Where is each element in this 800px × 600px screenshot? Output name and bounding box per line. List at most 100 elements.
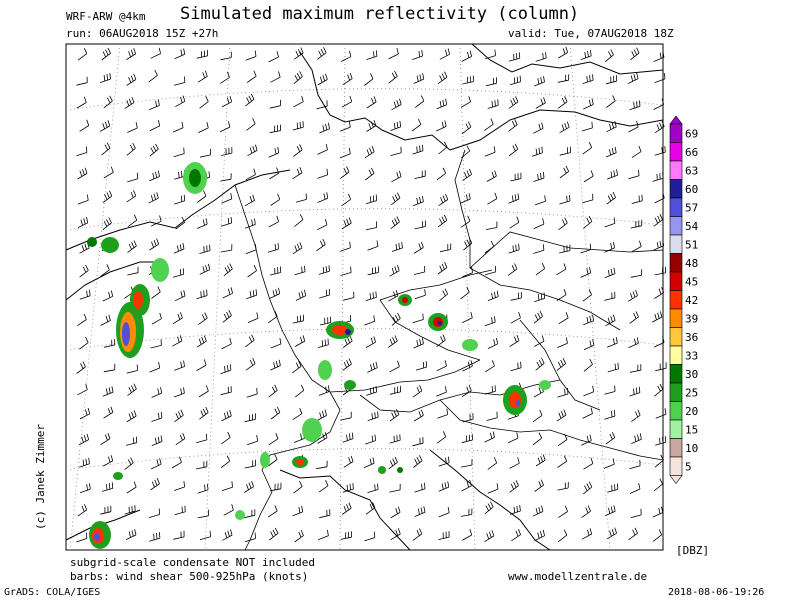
wind-barb	[484, 146, 496, 157]
wind-barb	[339, 147, 351, 159]
wind-barb	[583, 358, 593, 372]
wind-barb	[173, 76, 186, 86]
wind-barb	[508, 193, 520, 204]
wind-barb	[509, 216, 520, 229]
wind-barb	[557, 337, 568, 348]
wind-barb	[436, 431, 447, 444]
wind-barb	[342, 358, 352, 371]
wind-barb	[365, 434, 376, 445]
wind-barb	[556, 409, 567, 422]
wind-barb	[557, 46, 569, 59]
wind-barb	[340, 50, 352, 62]
wind-barb	[270, 359, 281, 371]
wind-barb	[461, 479, 472, 492]
wind-barb	[604, 385, 616, 395]
wind-barb	[391, 241, 403, 252]
wind-barb	[293, 480, 303, 494]
colorbar-tick-label: 36	[685, 331, 698, 344]
wind-barb	[605, 432, 616, 445]
wind-barb	[559, 244, 571, 254]
wind-barb	[606, 191, 616, 205]
wind-barb	[366, 385, 378, 396]
colorbar-box	[669, 290, 683, 310]
colorbar-tick-label: 57	[685, 201, 698, 214]
wind-barb	[292, 121, 304, 131]
wind-barb	[652, 529, 663, 542]
reflectivity-cells	[87, 162, 551, 549]
wind-barb	[388, 289, 399, 302]
reflectivity-cell	[318, 360, 332, 380]
wind-barb	[174, 360, 185, 371]
wind-barb	[582, 141, 593, 155]
wind-barb	[583, 98, 594, 110]
wind-barb	[149, 143, 159, 157]
wind-barb	[341, 193, 352, 207]
wind-barb	[295, 384, 305, 398]
wind-barb	[149, 119, 161, 131]
wind-barb	[486, 411, 498, 421]
wind-barb	[365, 221, 377, 231]
wind-barb	[151, 458, 162, 470]
colorbar-tick-label: 30	[685, 368, 698, 381]
wind-barb	[367, 361, 378, 373]
wind-barb	[316, 218, 328, 231]
wind-barb	[292, 407, 303, 421]
wind-barb	[367, 266, 379, 276]
wind-barb	[77, 383, 88, 396]
wind-barb	[388, 335, 398, 348]
colorbar-tick-label: 20	[685, 405, 698, 418]
wind-barb	[316, 100, 328, 110]
wind-barb	[245, 50, 257, 61]
wind-barb	[198, 312, 208, 325]
wind-barb	[319, 509, 331, 519]
wind-barb	[462, 360, 473, 372]
wind-barb	[605, 505, 616, 517]
colorbar-box	[669, 234, 683, 254]
wind-barb	[317, 338, 329, 348]
wind-barb	[531, 146, 543, 157]
wind-barb	[247, 435, 258, 446]
wind-barb	[653, 336, 665, 348]
wind-barb	[340, 266, 352, 276]
wind-barb	[292, 314, 304, 324]
wind-barb	[510, 311, 521, 324]
reflectivity-cell	[539, 380, 551, 390]
wind-barb	[246, 289, 258, 300]
wind-barb	[583, 215, 593, 229]
wind-barb	[77, 504, 88, 517]
wind-barb	[462, 266, 473, 278]
wind-barb	[317, 143, 328, 155]
wind-barb	[172, 268, 185, 278]
wind-barb	[269, 266, 282, 276]
wind-barb	[244, 413, 256, 423]
wind-barb	[439, 48, 450, 60]
wind-barb	[388, 456, 398, 470]
wind-barb	[150, 478, 160, 491]
wind-barb	[171, 456, 182, 469]
wind-barb	[438, 456, 450, 467]
wind-barb	[438, 531, 450, 540]
wind-barb	[581, 121, 593, 132]
wind-barb	[245, 168, 256, 181]
wind-barb	[317, 529, 329, 541]
wind-barb	[220, 364, 232, 375]
wind-barb	[319, 122, 330, 134]
wind-barb	[414, 482, 426, 493]
wind-barb	[292, 242, 303, 255]
wind-barb	[196, 190, 207, 203]
wind-barb	[246, 387, 258, 398]
wind-barb	[533, 172, 545, 182]
wind-barb	[414, 170, 426, 179]
wind-barb	[463, 237, 473, 251]
wind-barb	[559, 194, 571, 205]
colorbar-tick-label: 15	[685, 423, 698, 436]
colorbar-tick-label: 33	[685, 349, 698, 362]
wind-barb	[437, 71, 448, 85]
wind-barb	[365, 167, 375, 181]
wind-barb	[196, 49, 208, 59]
wind-barb	[172, 312, 183, 325]
wind-barb	[78, 457, 90, 468]
colorbar-tick-label: 51	[685, 238, 698, 251]
wind-barb	[268, 215, 279, 228]
wind-barb	[390, 528, 401, 541]
